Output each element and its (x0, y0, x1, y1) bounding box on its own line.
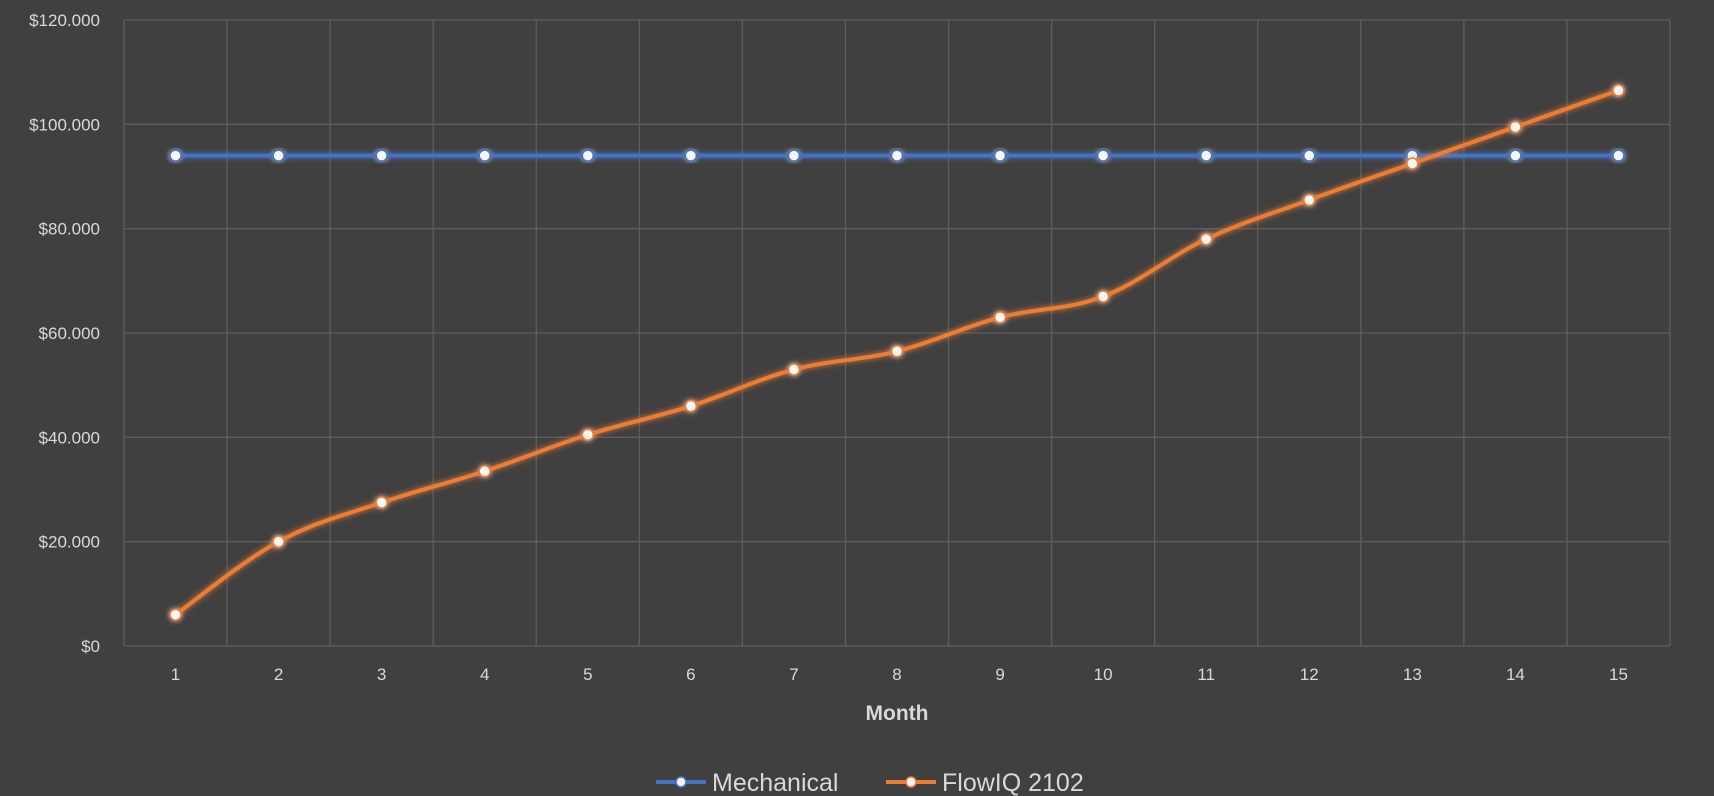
x-tick-label: 1 (171, 665, 180, 684)
x-tick-label: 6 (686, 665, 695, 684)
x-tick-label: 2 (274, 665, 283, 684)
legend-label: FlowIQ 2102 (942, 769, 1084, 796)
data-point (890, 345, 904, 358)
x-tick-label: 5 (583, 665, 592, 684)
legend-item: FlowIQ 2102 (886, 769, 1084, 796)
x-tick-label: 3 (377, 665, 386, 684)
x-tick-label: 9 (995, 665, 1004, 684)
data-point (272, 535, 285, 548)
x-tick-label: 7 (789, 665, 798, 684)
data-point (478, 464, 491, 478)
series-mechanical (169, 149, 1625, 162)
data-point (684, 149, 698, 162)
data-point (169, 608, 182, 621)
x-tick-label: 13 (1403, 665, 1422, 684)
data-point (375, 496, 388, 509)
x-axis-title: Month (866, 702, 929, 725)
data-point (1509, 120, 1522, 134)
legend-item: Mechanical (656, 769, 838, 796)
x-tick-label: 4 (480, 665, 489, 684)
data-point (787, 149, 801, 162)
y-tick-label: $60.000 (39, 324, 100, 343)
y-axis-ticks: $0 $20.000 $40.000 $60.000 $80.000 $100.000 $1… (29, 11, 100, 656)
data-point (375, 149, 388, 162)
y-tick-label: $120.000 (29, 11, 100, 30)
series-flowiq-2102 (169, 84, 1625, 621)
legend-label: Mechanical (712, 769, 838, 796)
x-tick-label: 14 (1506, 665, 1525, 684)
x-tick-label: 15 (1609, 665, 1628, 684)
data-point (890, 149, 904, 162)
data-point (169, 149, 182, 162)
x-axis-ticks: 1 2 3 4 5 6 7 8 9 10 11 12 13 14 15 (171, 665, 1628, 684)
data-point (993, 149, 1007, 162)
legend: Mechanical FlowIQ 2102 (656, 769, 1084, 796)
legend-swatch-marker (675, 776, 687, 788)
data-point (1096, 149, 1110, 162)
y-tick-label: $20.000 (39, 533, 100, 552)
y-tick-label: $80.000 (39, 220, 100, 239)
grid (123, 19, 1671, 647)
data-point (1612, 84, 1625, 97)
data-point (478, 149, 491, 162)
x-tick-label: 10 (1094, 665, 1113, 684)
data-point (1199, 232, 1213, 246)
x-tick-label: 8 (892, 665, 901, 684)
series (169, 84, 1625, 621)
data-point (787, 363, 801, 376)
data-point (1509, 149, 1522, 162)
data-point (581, 149, 595, 162)
x-tick-label: 11 (1197, 665, 1215, 684)
y-tick-label: $0 (81, 637, 100, 656)
data-point (993, 311, 1007, 324)
y-tick-label: $100.000 (29, 115, 100, 134)
data-point (1096, 290, 1110, 303)
data-point (1406, 157, 1419, 170)
data-point (1303, 149, 1316, 162)
data-point (272, 149, 285, 162)
x-tick-label: 12 (1300, 665, 1319, 684)
data-point (1612, 149, 1625, 162)
data-point (1303, 193, 1316, 207)
data-point (581, 428, 595, 441)
data-point (684, 399, 698, 413)
y-tick-label: $40.000 (39, 428, 100, 447)
legend-swatch-marker (905, 776, 917, 788)
data-point (1199, 149, 1213, 162)
